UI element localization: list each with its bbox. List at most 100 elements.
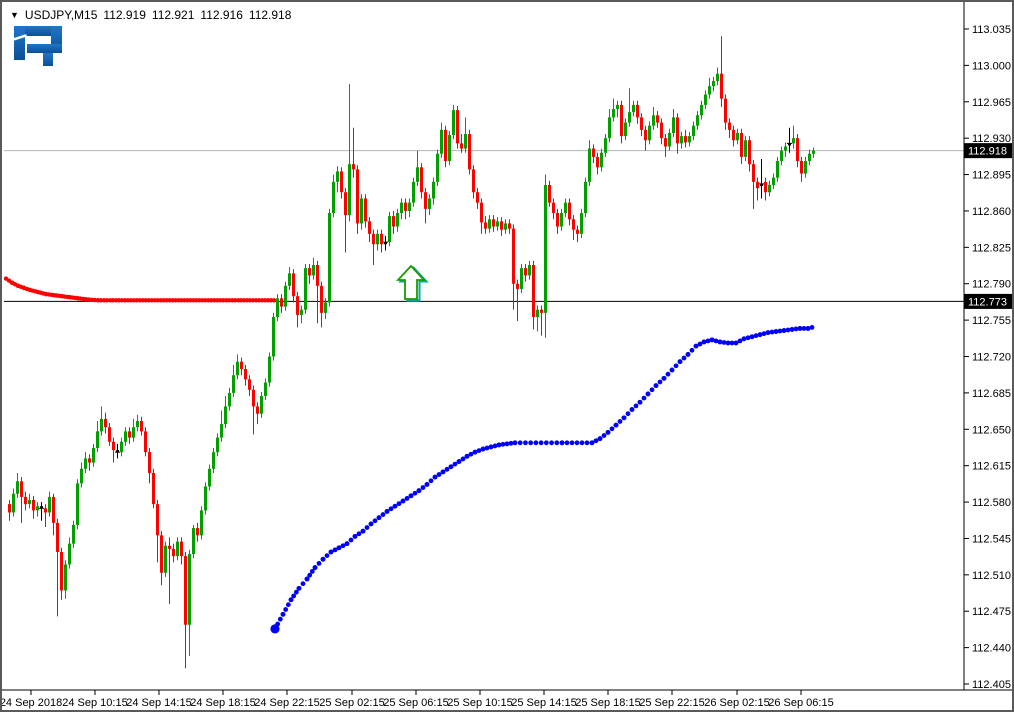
price-axis-label: 112.650 [972, 424, 1011, 436]
bull-candle [76, 483, 79, 525]
bull-candle [680, 136, 683, 144]
bull-candle [204, 486, 207, 511]
bull-candle [668, 132, 671, 147]
bull-candle [772, 177, 775, 185]
bear-candle [484, 222, 487, 229]
bear-candle [244, 368, 247, 380]
bull-candle [792, 138, 795, 144]
bear-candle [108, 427, 111, 442]
bull-candle [80, 468, 83, 484]
price-axis-label: 112.825 [972, 242, 1011, 254]
bear-candle [24, 496, 27, 505]
bear-candle [552, 202, 555, 214]
bull-candle [604, 138, 607, 153]
bull-candle [312, 265, 315, 276]
bear-candle [308, 268, 311, 276]
symbol-dropdown-icon[interactable]: ▼ [10, 10, 19, 20]
bear-candle [156, 504, 159, 536]
bull-candle [188, 554, 191, 625]
price-axis-label: 112.895 [972, 170, 1011, 182]
bull-candle [692, 125, 695, 137]
bear-candle [492, 219, 495, 227]
bull-candle [704, 94, 707, 105]
bear-candle [160, 535, 163, 573]
bear-candle [724, 98, 727, 123]
bull-candle [624, 122, 627, 137]
time-axis-label: 24 Sep 2018 [2, 697, 62, 709]
quote-open: 112.919 [103, 8, 146, 22]
bear-candle [320, 285, 323, 313]
price-axis-label: 112.405 [972, 679, 1011, 691]
bull-candle [124, 431, 127, 442]
bear-candle [508, 223, 511, 229]
bull-candle [584, 181, 587, 214]
bear-candle [556, 213, 559, 227]
quote-high: 112.921 [151, 8, 195, 22]
bull-candle [700, 104, 703, 116]
bull-candle [580, 213, 583, 234]
bull-candle [564, 202, 567, 214]
bear-candle [728, 122, 731, 130]
bear-candle [368, 221, 371, 234]
bull-candle [220, 424, 223, 438]
bear-candle [664, 138, 667, 147]
bull-candle [408, 202, 411, 211]
bear-candle [480, 202, 483, 223]
price-axis-label: 112.930 [972, 133, 1011, 145]
bear-candle [240, 361, 243, 369]
bear-candle [372, 233, 375, 245]
bull-candle [336, 171, 339, 182]
time-axis-label: 24 Sep 22:15 [254, 697, 319, 709]
bear-candle [420, 167, 423, 193]
price-axis[interactable]: 113.035 113.000 112.965 112.930 112.895 112.8… [964, 24, 1011, 691]
doji-candle [384, 242, 387, 245]
bull-candle [228, 392, 231, 407]
bull-candle [300, 309, 303, 315]
price-axis-label: 112.580 [972, 497, 1011, 509]
bull-candle [12, 493, 15, 513]
bull-candle [212, 452, 215, 469]
price-axis-label: 112.440 [972, 643, 1011, 655]
price-axis-label: 112.790 [972, 279, 1011, 291]
bear-candle [168, 545, 171, 549]
bear-candle [676, 117, 679, 144]
bear-candle [472, 169, 475, 193]
bear-candle [356, 169, 359, 224]
bull-candle [96, 431, 99, 448]
bull-candle [400, 202, 403, 214]
price-axis-label: 112.720 [972, 352, 1011, 364]
bull-candle [440, 129, 443, 154]
doji-candle [116, 450, 119, 453]
bear-candle [296, 296, 299, 315]
bear-candle [256, 406, 259, 414]
up-arrow[interactable] [395, 264, 429, 302]
bull-candle [808, 153, 811, 162]
price-axis-label: 112.615 [972, 461, 1011, 473]
bear-candle [424, 192, 427, 209]
bear-candle [352, 164, 355, 170]
bull-candle [208, 468, 211, 487]
bull-candle [736, 132, 739, 141]
time-axis-label: 24 Sep 14:15 [126, 697, 191, 709]
time-axis-label: 25 Sep 14:15 [511, 697, 576, 709]
bull-candle [428, 198, 431, 209]
bull-candle [68, 543, 71, 565]
bear-candle [764, 181, 767, 193]
bull-candle [448, 135, 451, 162]
bear-candle [340, 171, 343, 193]
bear-candle [656, 115, 659, 123]
bear-candle [144, 431, 147, 453]
bear-candle [32, 499, 35, 511]
price-axis-label: 112.510 [972, 570, 1011, 582]
bear-candle [732, 129, 735, 141]
bull-candle [600, 152, 603, 168]
bear-candle [524, 268, 527, 276]
doji-candle [788, 143, 791, 146]
bull-candle [272, 316, 275, 357]
bear-candle [516, 283, 519, 289]
bear-candle [292, 273, 295, 297]
bear-candle [576, 229, 579, 234]
bull-candle [696, 115, 699, 126]
